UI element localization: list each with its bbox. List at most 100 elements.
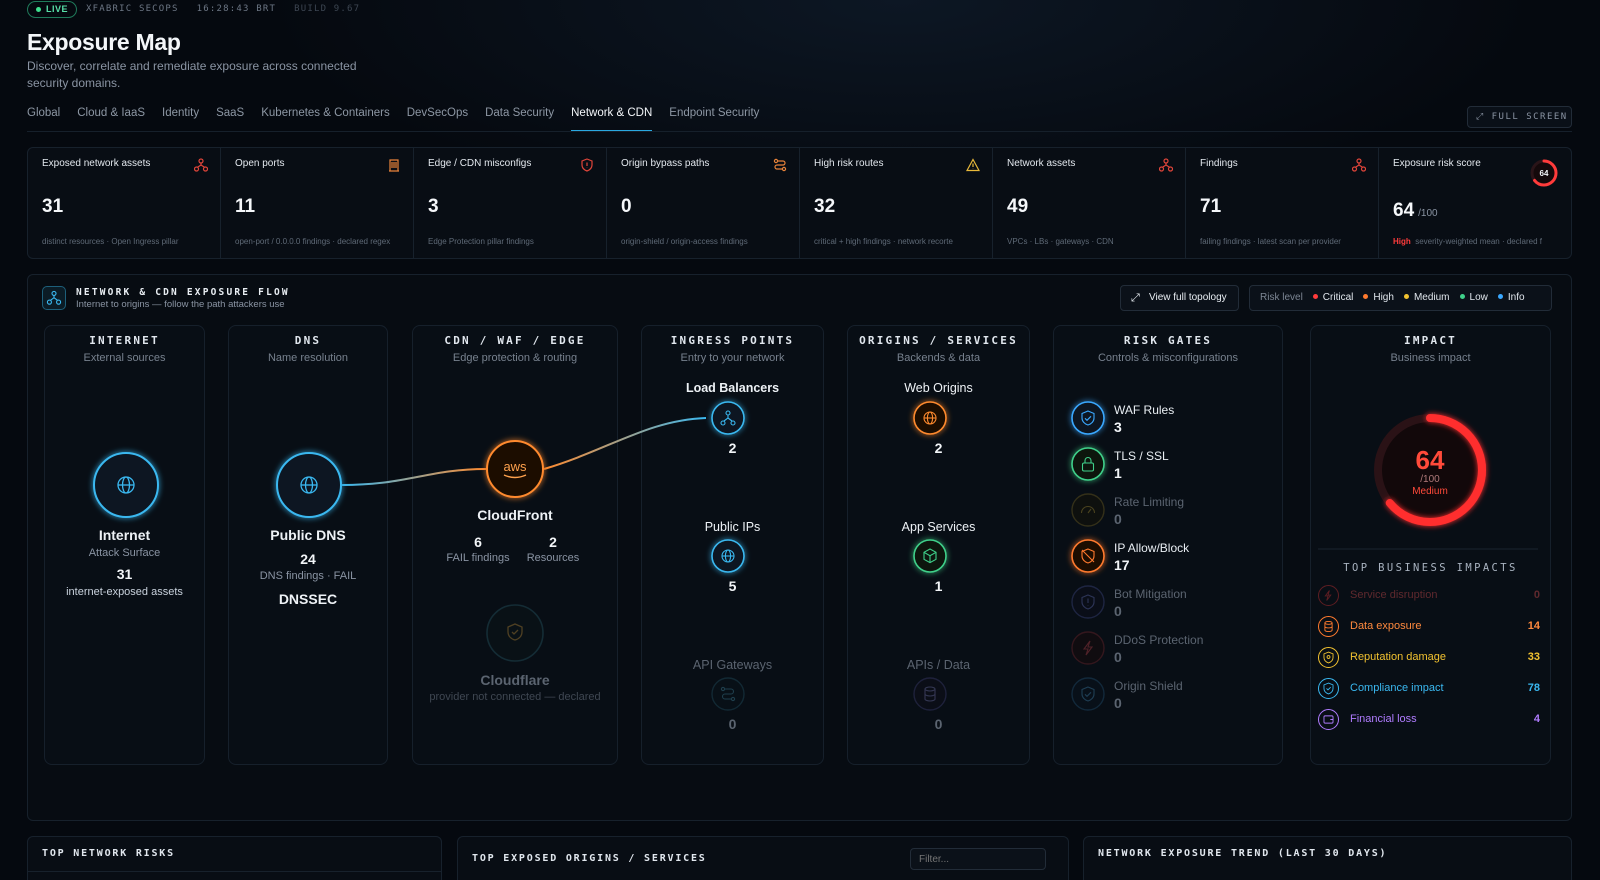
kpi-card[interactable]: Findings 71 failing findings · latest sc… xyxy=(1186,148,1379,258)
kpi-card[interactable]: Origin bypass paths 0 origin-shield / or… xyxy=(607,148,800,258)
kpi-card[interactable]: Network assets 49 VPCs · LBs · gateways … xyxy=(993,148,1186,258)
impact-service-disruption[interactable]: Service disruption 0 xyxy=(1318,585,1540,607)
kpi-card[interactable]: Exposed network assets 31 distinct resou… xyxy=(28,148,221,258)
internet-node[interactable] xyxy=(93,452,159,518)
live-badge: LIVE xyxy=(27,1,78,18)
waf-rules-gate-icon[interactable] xyxy=(1071,401,1105,435)
internet-count: 31 xyxy=(116,566,133,582)
tab-divider xyxy=(27,131,1572,132)
cloudflare-sublabel: provider not connected — declared xyxy=(429,691,601,703)
impact-reputation-damage[interactable]: Reputation damage 33 xyxy=(1318,647,1540,669)
tab-kubernetes[interactable]: Kubernetes & Containers xyxy=(261,107,390,119)
public-ips-node[interactable] xyxy=(711,539,745,573)
apis-data-node[interactable] xyxy=(913,677,947,711)
domain-tabs: Global Cloud & IaaS Identity SaaS Kubern… xyxy=(27,106,759,132)
tab-identity[interactable]: Identity xyxy=(162,107,200,119)
globe-icon xyxy=(721,549,735,563)
impact-compliance[interactable]: Compliance impact 78 xyxy=(1318,678,1540,700)
impact-value: 14 xyxy=(1527,620,1540,632)
flow-title: NETWORK & CDN EXPOSURE FLOW xyxy=(76,287,290,298)
apis-data-label: APIs / Data xyxy=(906,658,971,672)
column-subtitle: Backends & data xyxy=(896,352,981,364)
cloudfront-resource-count: 2 xyxy=(549,534,557,550)
cloudfront-node[interactable]: aws xyxy=(486,440,544,498)
top-network-risks-panel: TOP NETWORK RISKS xyxy=(27,836,442,880)
kpi-row: Exposed network assets 31 distinct resou… xyxy=(27,147,1572,259)
kpi-card[interactable]: Edge / CDN misconfigs 3 Edge Protection … xyxy=(414,148,607,258)
gate-tls-ssl-value: 1 xyxy=(1114,465,1122,481)
shield-check-icon xyxy=(1081,410,1095,426)
route-icon xyxy=(773,158,787,172)
kpi-footnote: VPCs · LBs · gateways · CDN xyxy=(1007,237,1114,246)
kpi-title: Exposure risk score xyxy=(1393,158,1481,169)
kpi-value: 32 xyxy=(814,196,836,217)
fullscreen-button[interactable]: ⤢ FULL SCREEN xyxy=(1467,106,1572,128)
web-origins-node[interactable] xyxy=(913,401,947,435)
kpi-card-risk-score[interactable]: Exposure risk score 64 64/100 High sever… xyxy=(1379,148,1571,258)
impact-value: 0 xyxy=(1533,589,1540,601)
kpi-value: 71 xyxy=(1200,196,1222,217)
gauge-icon xyxy=(1080,505,1096,514)
tab-data-security[interactable]: Data Security xyxy=(485,107,555,119)
column-title: RISK GATES xyxy=(1123,334,1213,347)
tab-global[interactable]: Global xyxy=(27,107,61,119)
api-gateways-node[interactable] xyxy=(711,677,745,711)
column-title: DNS xyxy=(294,334,322,347)
kpi-value: 0 xyxy=(621,196,632,217)
cloudflare-node[interactable] xyxy=(486,604,544,662)
tab-endpoint-security[interactable]: Endpoint Security xyxy=(669,107,760,119)
kpi-value: 49 xyxy=(1007,196,1029,217)
view-topology-button[interactable]: ⤢ View full topology xyxy=(1120,285,1239,311)
legend-high: High xyxy=(1363,286,1394,310)
top-exposed-origins-panel: TOP EXPOSED ORIGINS / SERVICES xyxy=(457,836,1069,880)
network-exposure-trend-panel: NETWORK EXPOSURE TREND (LAST 30 DAYS) xyxy=(1083,836,1572,880)
tab-cloud-iaas[interactable]: Cloud & IaaS xyxy=(77,107,146,119)
gate-rate-limiting-label: Rate Limiting xyxy=(1114,495,1185,509)
exposure-flow-panel: NETWORK & CDN EXPOSURE FLOW Internet to … xyxy=(27,274,1572,821)
load-balancers-label: Load Balancers xyxy=(685,381,780,395)
tab-network-cdn[interactable]: Network & CDN xyxy=(571,106,653,132)
column-subtitle: Business impact xyxy=(1390,352,1471,364)
gate-ddos-protection-label: DDoS Protection xyxy=(1114,633,1204,647)
kpi-card[interactable]: Open ports 11 open-port / 0.0.0.0 findin… xyxy=(221,148,414,258)
tls-ssl-gate-icon[interactable] xyxy=(1071,447,1105,481)
badge-icon xyxy=(1318,647,1339,668)
app-services-label: App Services xyxy=(901,520,976,534)
risk-legend: Risk level Critical High Medium Low Info xyxy=(1249,285,1552,311)
impact-value: 78 xyxy=(1527,682,1540,694)
origin-shield-gate-icon[interactable] xyxy=(1071,677,1105,711)
kpi-value: 64/100 xyxy=(1393,200,1438,222)
gate-tls-ssl-label: TLS / SSL xyxy=(1114,449,1169,463)
tab-saas[interactable]: SaaS xyxy=(216,107,245,119)
public-dns-label: Public DNS xyxy=(270,527,346,543)
ip-allow-block-gate-icon[interactable] xyxy=(1071,539,1105,573)
impact-score-level: Medium xyxy=(1412,486,1448,497)
ddos-protection-gate-icon[interactable] xyxy=(1071,631,1105,665)
app-services-node[interactable] xyxy=(913,539,947,573)
kpi-value-number: 64 xyxy=(1393,200,1415,221)
public-dns-node[interactable] xyxy=(276,452,342,518)
wallet-icon xyxy=(1318,709,1339,730)
cloudfront-fail-label: FAIL findings xyxy=(446,552,510,564)
bolt-icon xyxy=(1082,640,1094,656)
kpi-value: 3 xyxy=(428,196,439,217)
shield-check-icon xyxy=(507,623,523,641)
gate-ip-allow-block-value: 17 xyxy=(1114,557,1130,573)
load-balancers-node[interactable] xyxy=(711,401,745,435)
topology-icon xyxy=(1159,158,1173,172)
origins-filter-input[interactable] xyxy=(910,848,1046,870)
port-icon xyxy=(389,159,399,172)
rate-limiting-gate-icon[interactable] xyxy=(1071,493,1105,527)
column-cdn-waf-edge: CDN / WAF / EDGE Edge protection & routi… xyxy=(412,325,618,765)
impact-data-exposure[interactable]: Data exposure 14 xyxy=(1318,616,1540,638)
gate-bot-mitigation-label: Bot Mitigation xyxy=(1114,587,1187,601)
expand-icon: ⤢ xyxy=(1476,112,1485,122)
impact-financial-loss[interactable]: Financial loss 4 xyxy=(1318,709,1540,731)
risk-footnote-text: severity-weighted mean · declared f xyxy=(1415,237,1542,246)
kpi-card[interactable]: High risk routes 32 critical + high find… xyxy=(800,148,993,258)
column-title: ORIGINS / SERVICES xyxy=(859,334,1018,347)
bot-mitigation-gate-icon[interactable] xyxy=(1071,585,1105,619)
gate-waf-rules-value: 3 xyxy=(1114,419,1122,435)
impact-name: Reputation damage xyxy=(1350,651,1447,663)
tab-devsecops[interactable]: DevSecOps xyxy=(406,107,469,119)
